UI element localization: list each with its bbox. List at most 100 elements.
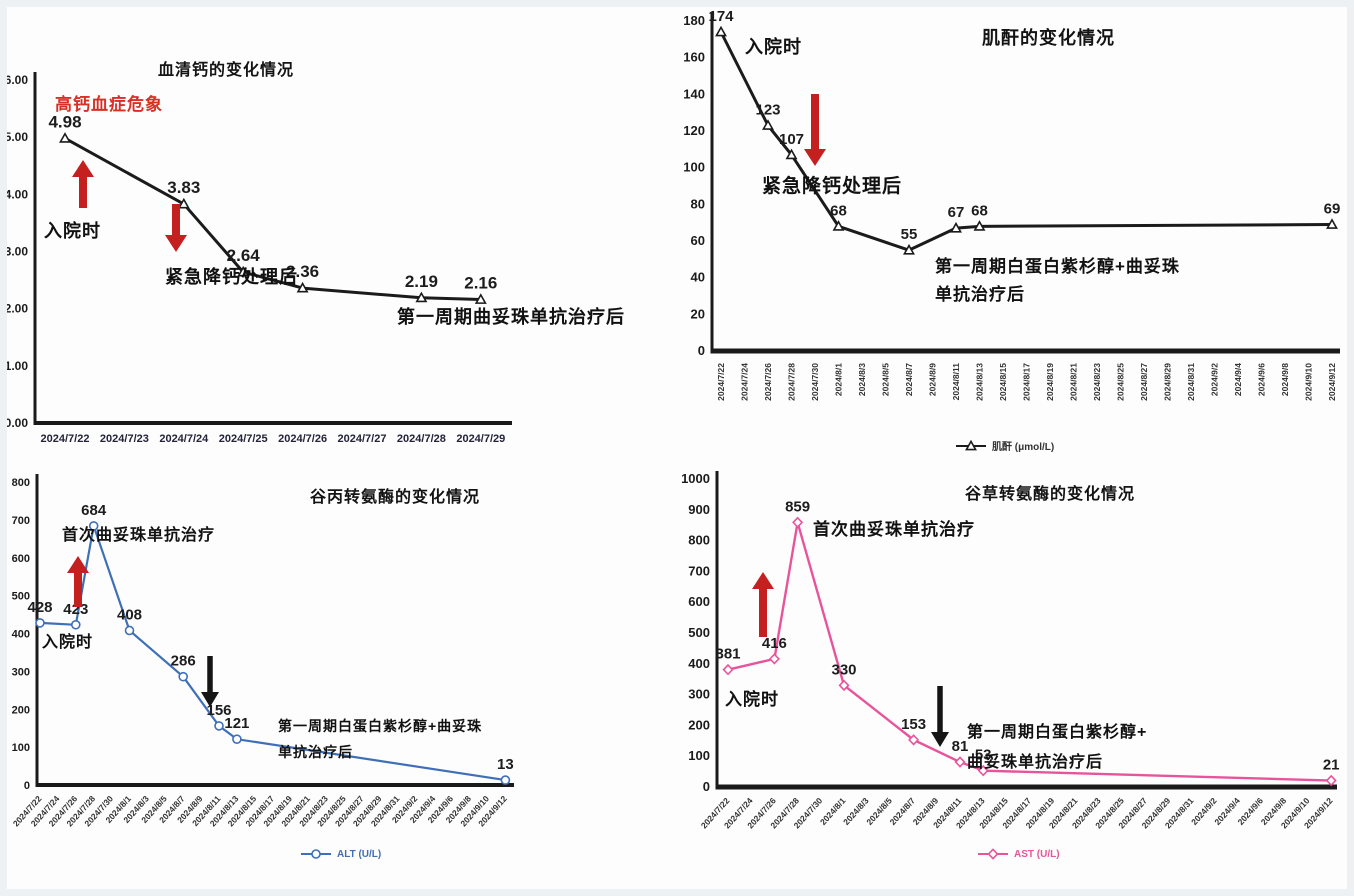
data-point-marker xyxy=(500,775,511,785)
data-point-marker xyxy=(232,734,242,744)
svg-text:2024/7/22: 2024/7/22 xyxy=(41,433,90,445)
data-point-marker xyxy=(177,197,190,209)
svg-text:200: 200 xyxy=(688,717,710,732)
svg-text:100: 100 xyxy=(688,748,710,763)
svg-text:200: 200 xyxy=(12,704,30,716)
data-point-marker xyxy=(296,281,309,293)
axes xyxy=(715,471,1337,790)
svg-text:2024/8/13: 2024/8/13 xyxy=(975,363,985,401)
svg-text:2024/7/25: 2024/7/25 xyxy=(219,433,268,445)
svg-text:286: 286 xyxy=(171,653,196,670)
data-point-marker xyxy=(237,265,250,277)
svg-text:500: 500 xyxy=(688,625,710,640)
svg-text:入院时: 入院时 xyxy=(42,632,93,651)
data-point-marker xyxy=(762,119,774,130)
svg-text:400: 400 xyxy=(12,629,30,641)
data-point-marker xyxy=(88,521,99,531)
chart-ast: 谷草转氨酶的变化情况 0 100 200 300 400 500 600 700 800 900 1… xyxy=(677,460,1354,896)
svg-text:381: 381 xyxy=(715,646,740,663)
series-line xyxy=(719,31,1333,252)
svg-text:68: 68 xyxy=(971,202,988,219)
svg-text:2024/7/27: 2024/7/27 xyxy=(338,433,387,445)
svg-text:423: 423 xyxy=(63,601,88,618)
down-arrow-icon xyxy=(804,94,826,166)
chart-title-alt: 谷丙转氨酶的变化情况 xyxy=(310,489,481,506)
svg-text:100: 100 xyxy=(683,160,705,175)
svg-text:紧急降钙处理后: 紧急降钙处理后 xyxy=(762,174,902,197)
svg-text:60: 60 xyxy=(691,233,705,248)
svg-text:416: 416 xyxy=(762,635,787,652)
data-point-marker xyxy=(838,679,850,692)
svg-text:2024/8/19: 2024/8/19 xyxy=(1045,363,1055,401)
data-point-marker xyxy=(1325,774,1337,787)
data-point-marker xyxy=(722,663,734,676)
svg-text:700: 700 xyxy=(688,563,710,578)
x-axis-tick-labels: 2024/7/222024/7/242024/7/262024/7/282024… xyxy=(699,795,1335,830)
data-point-marker xyxy=(832,220,845,231)
data-point-marker xyxy=(954,756,966,768)
svg-text:500: 500 xyxy=(12,591,30,603)
legend-label-creatinine: 肌酐 (μmol/L) xyxy=(992,442,1055,453)
data-point-marker xyxy=(35,618,45,628)
svg-text:2024/8/11: 2024/8/11 xyxy=(951,363,961,401)
axes xyxy=(33,72,512,425)
ast-plot: 0 100 200 300 400 500 600 700 800 900 1000 2024/7/2… xyxy=(681,471,1340,830)
svg-text:69: 69 xyxy=(1324,201,1341,218)
svg-text:2024/8/9: 2024/8/9 xyxy=(928,363,938,396)
svg-text:单抗治疗后: 单抗治疗后 xyxy=(935,284,1025,304)
data-point-labels: 174 123 107 68 55 67 68 69 xyxy=(708,8,1340,243)
down-arrow-icon xyxy=(201,656,219,707)
data-point-marker xyxy=(474,293,487,304)
svg-text:第一周期白蛋白紫杉醇+曲妥珠: 第一周期白蛋白紫杉醇+曲妥珠 xyxy=(278,718,482,734)
y-axis-tick-labels: 0.00 1.00 2.00 3.00 4.00 5.00 6.00 xyxy=(5,73,29,430)
svg-text:21: 21 xyxy=(1323,757,1340,774)
series-ALT xyxy=(35,521,511,785)
svg-text:2024/8/29: 2024/8/29 xyxy=(1163,363,1173,401)
svg-text:入院时: 入院时 xyxy=(44,220,101,241)
svg-text:2024/7/28: 2024/7/28 xyxy=(787,363,797,401)
svg-text:高钙血症危象: 高钙血症危象 xyxy=(55,94,163,114)
svg-text:4.98: 4.98 xyxy=(48,112,81,131)
data-point-marker xyxy=(903,243,915,255)
svg-text:123: 123 xyxy=(755,102,780,119)
down-arrow-icon xyxy=(931,686,949,747)
svg-text:2024/7/26: 2024/7/26 xyxy=(278,433,327,445)
svg-text:859: 859 xyxy=(785,498,810,515)
svg-text:2024/7/26: 2024/7/26 xyxy=(763,363,773,401)
svg-text:2024/8/15: 2024/8/15 xyxy=(998,363,1008,401)
svg-text:2.16: 2.16 xyxy=(464,274,497,293)
data-point-marker xyxy=(1326,218,1338,229)
alt-plot: 0 100 200 300 400 500 600 700 800 2024/7/222024/7… xyxy=(11,474,514,828)
svg-text:400: 400 xyxy=(688,656,710,671)
data-point-marker xyxy=(124,625,135,636)
svg-text:156: 156 xyxy=(206,702,231,719)
legend-marker-ast-icon xyxy=(978,848,1008,860)
chart-creatinine: 肌酐的变化情况 0 20 40 60 80 100 120 140 160 180 2024/7/2… xyxy=(677,0,1354,460)
data-point-marker xyxy=(715,25,727,37)
svg-text:第一周期白蛋白紫杉醇+: 第一周期白蛋白紫杉醇+ xyxy=(967,722,1147,741)
data-point-labels: 381 416 859 330 153 81 53 21 xyxy=(715,498,1339,773)
legend-marker-alt-icon xyxy=(301,849,331,859)
series-line xyxy=(39,524,506,782)
svg-text:2024/8/25: 2024/8/25 xyxy=(1116,363,1126,401)
svg-text:68: 68 xyxy=(830,202,847,219)
down-arrow-icon xyxy=(165,204,187,252)
series-肌酐 xyxy=(715,25,1338,255)
series-line xyxy=(727,521,1332,782)
svg-text:180: 180 xyxy=(683,13,705,28)
svg-text:2024/7/28: 2024/7/28 xyxy=(397,433,446,445)
data-point-marker xyxy=(792,516,804,529)
svg-text:120: 120 xyxy=(683,123,705,138)
svg-text:2024/9/4: 2024/9/4 xyxy=(1233,363,1243,396)
chart-title-ast: 谷草转氨酶的变化情况 xyxy=(965,486,1136,503)
y-axis-tick-labels: 0 20 40 60 80 100 120 140 160 180 xyxy=(683,13,705,358)
svg-text:第一周期曲妥珠单抗治疗后: 第一周期曲妥珠单抗治疗后 xyxy=(397,306,625,327)
svg-text:2024/8/5: 2024/8/5 xyxy=(881,363,891,396)
svg-text:2024/7/29: 2024/7/29 xyxy=(456,433,505,445)
svg-text:2024/8/17: 2024/8/17 xyxy=(1022,363,1032,401)
svg-text:1000: 1000 xyxy=(681,471,710,486)
svg-text:2024/8/27: 2024/8/27 xyxy=(1139,363,1149,401)
